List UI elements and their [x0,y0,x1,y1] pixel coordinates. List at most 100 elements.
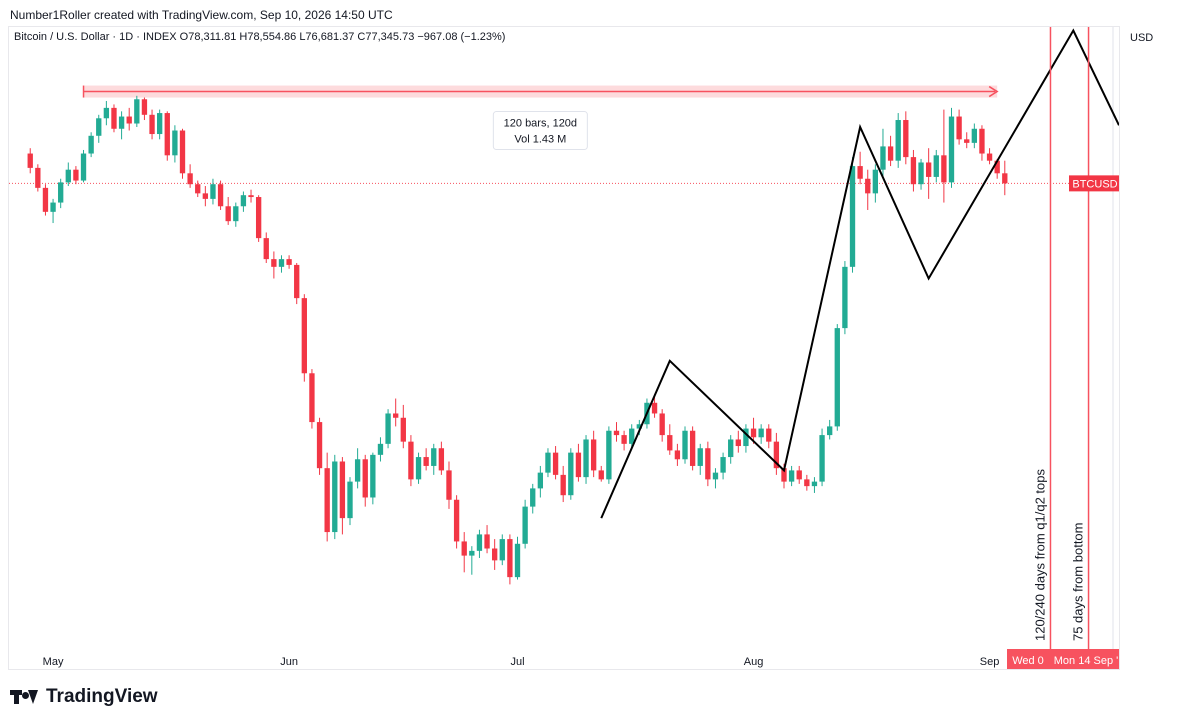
candle-body[interactable] [126,116,132,124]
candle-body[interactable] [217,184,224,207]
candle-body[interactable] [362,459,368,498]
candlestick-chart[interactable]: 84,000.0082,000.0080,000.0078,000.0076,0… [9,27,1119,669]
candle-body[interactable] [461,541,467,556]
candle-body[interactable] [948,116,955,183]
candle-body[interactable] [42,187,49,212]
candle-body[interactable] [613,430,620,436]
candle-body[interactable] [994,160,1000,174]
candle-body[interactable] [263,238,269,260]
candle-body[interactable] [294,264,300,299]
candle-body[interactable] [339,461,346,519]
candle-body[interactable] [651,402,658,414]
candle-body[interactable] [689,430,696,466]
candle-body[interactable] [530,488,536,507]
chart-area[interactable]: 84,000.0082,000.0080,000.0078,000.0076,0… [8,26,1120,670]
candle-body[interactable] [309,373,315,423]
candle-body[interactable] [827,426,833,436]
candle-body[interactable] [545,452,551,473]
candle-body[interactable] [766,428,772,442]
candle-body[interactable] [80,153,87,181]
candle-body[interactable] [804,479,810,487]
candle-body[interactable] [164,113,170,156]
candle-body[interactable] [393,413,399,418]
candle-body[interactable] [96,118,102,136]
candle-body[interactable] [50,202,56,212]
candle-body[interactable] [705,448,711,480]
candle-body[interactable] [979,128,985,154]
candle-body[interactable] [400,417,406,442]
candle-body[interactable] [781,468,787,482]
candle-body[interactable] [514,543,521,578]
candle-body[interactable] [583,439,589,478]
candle-body[interactable] [941,155,947,183]
candle-body[interactable] [446,470,452,500]
candle-body[interactable] [271,259,277,267]
candle-body[interactable] [621,435,627,444]
candle-body[interactable] [225,206,231,222]
candle-body[interactable] [712,472,719,480]
candle-body[interactable] [73,169,79,181]
candle-body[interactable] [758,428,764,438]
candle-body[interactable] [88,135,94,154]
candle-body[interactable] [202,193,209,199]
candle-body[interactable] [27,153,33,168]
candle-body[interactable] [857,166,863,179]
candle-body[interactable] [667,435,673,451]
candle-body[interactable] [195,184,201,194]
candle-body[interactable] [370,454,376,498]
candle-body[interactable] [682,430,688,460]
currency-label[interactable]: USD [1130,32,1154,44]
candle-body[interactable] [842,266,848,329]
candle-body[interactable] [438,448,445,471]
trend-zigzag-drawing[interactable] [600,28,1119,519]
candle-body[interactable] [910,157,917,185]
candle-body[interactable] [507,539,513,578]
candle-body[interactable] [697,448,703,466]
candle-body[interactable] [233,206,239,222]
candle-body[interactable] [301,298,307,374]
candle-body[interactable] [629,428,635,444]
candle-body[interactable] [149,114,155,135]
candle-body[interactable] [560,474,566,496]
candle-body[interactable] [956,116,962,140]
candle-body[interactable] [484,534,490,549]
candle-body[interactable] [865,178,871,194]
candle-body[interactable] [849,166,856,267]
candle-body[interactable] [377,443,384,455]
candle-body[interactable] [492,548,498,561]
candle-body[interactable] [324,468,330,533]
candle-body[interactable] [575,452,582,478]
candle-body[interactable] [179,130,186,174]
candle-body[interactable] [316,422,323,469]
candle-body[interactable] [903,120,909,158]
candle-body[interactable] [971,128,978,143]
candle-body[interactable] [788,470,795,482]
candle-body[interactable] [469,550,475,556]
candle-body[interactable] [240,195,247,207]
candle-body[interactable] [187,173,193,185]
candle-body[interactable] [880,146,886,170]
candle-body[interactable] [415,457,422,480]
candle-body[interactable] [408,441,414,480]
candle-body[interactable] [834,328,840,427]
candle-body[interactable] [347,481,353,519]
candle-body[interactable] [431,448,437,466]
candle-body[interactable] [895,120,901,161]
candle-body[interactable] [590,439,597,471]
candle-body[interactable] [750,428,757,438]
candle-body[interactable] [964,139,970,143]
candle-body[interactable] [1002,173,1008,184]
candle-body[interactable] [933,155,939,177]
candle-body[interactable] [172,130,178,156]
candle-body[interactable] [453,499,460,542]
candle-body[interactable] [332,461,338,533]
candle-body[interactable] [134,99,140,124]
candle-body[interactable] [118,116,125,129]
candle-body[interactable] [674,450,681,460]
candle-body[interactable] [354,459,361,482]
candle-body[interactable] [255,197,262,239]
candle-body[interactable] [111,107,117,129]
candle-body[interactable] [141,99,148,115]
candle-body[interactable] [728,439,734,458]
candle-body[interactable] [156,113,163,135]
